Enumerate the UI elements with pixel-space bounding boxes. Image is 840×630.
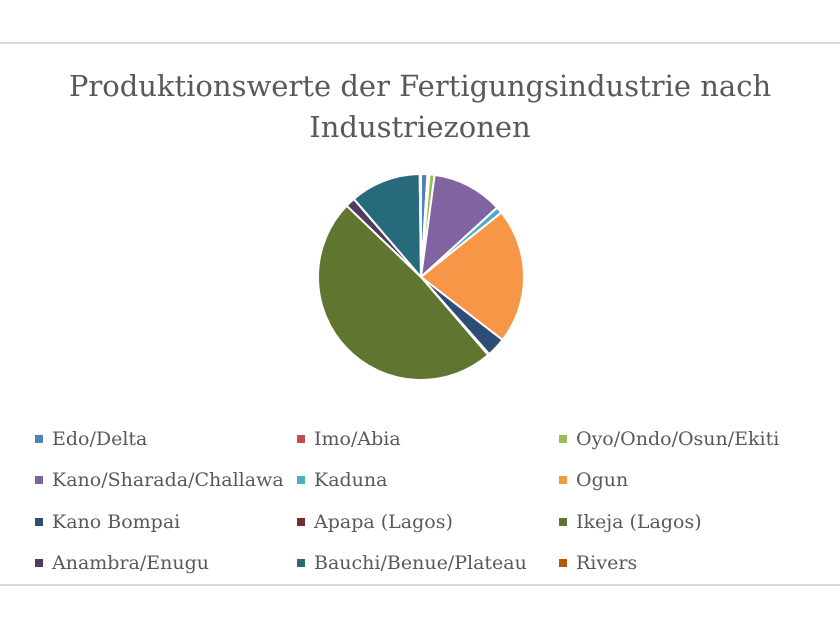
legend-item: Ogun <box>559 460 825 502</box>
legend-swatch <box>559 559 567 568</box>
bottom-border <box>0 584 840 586</box>
legend-swatch <box>35 559 43 568</box>
legend-item: Kano Bompai <box>35 501 297 543</box>
legend-swatch <box>297 517 305 526</box>
legend-label: Apapa (Lagos) <box>314 510 453 533</box>
legend-label: Ikeja (Lagos) <box>576 510 702 533</box>
legend-item: Bauchi/Benue/Plateau <box>297 543 559 585</box>
legend-swatch <box>559 517 567 526</box>
chart-title: Produktionswerte der Fertigungsindustrie… <box>0 66 840 148</box>
legend-label: Kano/Sharada/Challawa <box>52 469 284 492</box>
legend-swatch <box>297 434 305 443</box>
legend-label: Oyo/Ondo/Osun/Ekiti <box>576 427 780 450</box>
legend-item: Imo/Abia <box>297 418 559 460</box>
legend-label: Ogun <box>576 469 629 492</box>
legend-item: Ikeja (Lagos) <box>559 501 825 543</box>
legend-swatch <box>297 559 305 568</box>
legend-label: Imo/Abia <box>314 427 401 450</box>
legend-swatch <box>297 476 305 485</box>
legend-label: Edo/Delta <box>52 427 148 450</box>
legend-item: Kaduna <box>297 460 559 502</box>
pie-slice-rivers <box>418 172 422 278</box>
legend-item: Apapa (Lagos) <box>297 501 559 543</box>
legend-item: Anambra/Enugu <box>35 543 297 585</box>
legend-item: Edo/Delta <box>35 418 297 460</box>
chart-legend: Edo/Delta Imo/Abia Oyo/Ondo/Osun/Ekiti Kano… <box>35 418 825 584</box>
chart-title-line-1: Produktionswerte der Fertigungsindustrie… <box>68 69 772 103</box>
legend-item: Oyo/Ondo/Osun/Ekiti <box>559 418 825 460</box>
top-border <box>0 42 840 44</box>
legend-swatch <box>35 476 43 485</box>
legend-label: Anambra/Enugu <box>52 552 210 575</box>
pie-slice-ogun <box>419 211 525 342</box>
pie-slice-ikeja-lagos <box>317 204 490 381</box>
legend-swatch <box>559 476 567 485</box>
legend-swatch <box>559 434 567 443</box>
legend-label: Rivers <box>576 552 638 575</box>
legend-label: Kaduna <box>314 469 388 492</box>
pie-slice-kano-sharada-challawa <box>419 173 499 280</box>
legend-item: Kano/Sharada/Challawa <box>35 460 297 502</box>
chart-title-line-2: Industriezonen <box>309 110 531 144</box>
legend-label: Bauchi/Benue/Plateau <box>314 552 527 575</box>
pie-slice-bauchi-benue-plateau <box>352 172 423 280</box>
legend-swatch <box>35 434 43 443</box>
pie-chart <box>317 172 525 381</box>
legend-swatch <box>35 517 43 526</box>
legend-item: Rivers <box>559 543 825 585</box>
legend-label: Kano Bompai <box>52 510 181 533</box>
